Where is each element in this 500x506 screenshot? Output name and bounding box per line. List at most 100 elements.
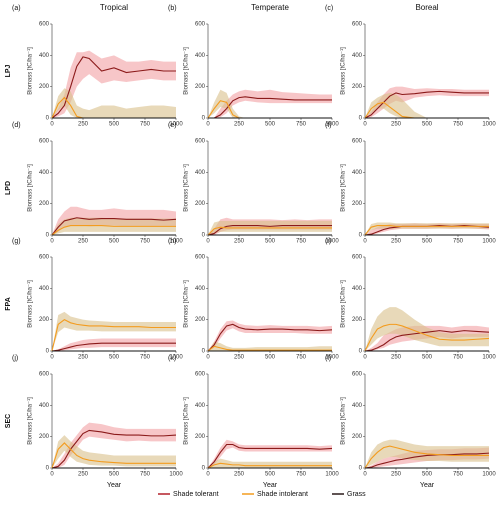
x-tick-label: 250 [391, 239, 402, 245]
panel: (i) Biomass [tC/ha⁻¹] 0 200 400 600 0 250 500 750… [325, 238, 496, 361]
y-tick-label: 400 [39, 170, 50, 176]
y-tick-label: 200 [352, 434, 363, 440]
y-tick-label: 600 [195, 139, 206, 145]
row-title: FPA [5, 297, 12, 310]
y-tick-label: 200 [352, 317, 363, 323]
y-tick-label: 400 [39, 403, 50, 409]
panel: (d) Biomass [tC/ha⁻¹] 0 200 400 600 0 250 500 750… [12, 122, 183, 245]
x-tick-label: 1000 [482, 122, 496, 128]
x-tick-label: 500 [265, 355, 276, 361]
x-tick-label: 250 [391, 122, 402, 128]
x-tick-label: 0 [206, 122, 210, 128]
series-line [364, 323, 490, 352]
uncertainty-band [208, 89, 332, 118]
row-title: LPD [5, 181, 12, 195]
y-tick-label: 0 [46, 116, 50, 122]
y-tick-label: 400 [195, 286, 206, 292]
x-tick-label: 500 [422, 355, 433, 361]
uncertainty-band [52, 311, 176, 351]
y-tick-label: 0 [359, 349, 363, 355]
y-tick-label: 400 [352, 286, 363, 292]
series-line [364, 225, 489, 236]
y-tick-label: 400 [195, 403, 206, 409]
x-tick-label: 250 [234, 355, 245, 361]
x-tick-label: 250 [78, 355, 89, 361]
series-line [51, 217, 177, 236]
panel: (g) Biomass [tC/ha⁻¹] 0 200 400 600 0 250 500 750… [12, 238, 183, 361]
x-tick-label: 500 [265, 239, 276, 245]
column-title: Tropical [100, 3, 128, 12]
panel: (j) Biomass [tC/ha⁻¹] Year 0 200 400 600 0 250 50… [12, 355, 183, 489]
y-tick-label: 0 [46, 349, 50, 355]
x-tick-label: 250 [78, 122, 89, 128]
y-tick-label: 400 [352, 403, 363, 409]
panel-label: (h) [168, 238, 177, 245]
x-axis-label: Year [420, 482, 435, 489]
y-tick-label: 600 [352, 255, 363, 261]
series-line [207, 462, 332, 469]
uncertainty-band [365, 222, 489, 235]
x-tick-label: 750 [296, 239, 307, 245]
uncertainty-band [208, 320, 332, 351]
x-tick-label: 500 [422, 122, 433, 128]
series-line [207, 225, 332, 236]
panel: (k) Biomass [tC/ha⁻¹] Year 0 200 400 600 0 250 50… [168, 355, 339, 489]
y-tick-label: 600 [39, 22, 50, 28]
column-title: Temperate [251, 3, 289, 12]
panel: (f) Biomass [tC/ha⁻¹] 0 200 400 600 0 250 500 750… [325, 122, 496, 245]
y-axis-label: Biomass [tC/ha⁻¹] [341, 397, 347, 445]
y-tick-label: 400 [352, 53, 363, 59]
uncertainty-band [52, 338, 176, 351]
x-tick-label: 750 [453, 122, 464, 128]
x-tick-label: 750 [453, 355, 464, 361]
y-axis-label: Biomass [tC/ha⁻¹] [184, 47, 190, 95]
series-line [364, 445, 489, 469]
x-tick-label: 0 [50, 355, 54, 361]
y-tick-label: 400 [352, 170, 363, 176]
uncertainty-band [208, 458, 332, 468]
uncertainty-band [52, 435, 176, 468]
y-tick-label: 200 [195, 317, 206, 323]
row-title: SEC [5, 414, 12, 428]
x-tick-label: 250 [391, 355, 402, 361]
uncertainty-band [52, 50, 176, 119]
x-tick-label: 500 [422, 239, 433, 245]
y-tick-label: 200 [195, 434, 206, 440]
y-tick-label: 400 [39, 286, 50, 292]
x-tick-label: 750 [140, 355, 151, 361]
y-tick-label: 600 [352, 22, 363, 28]
y-tick-label: 200 [352, 84, 363, 90]
panel-label: (b) [168, 5, 177, 12]
y-tick-label: 0 [359, 466, 363, 472]
panel: (e) Biomass [tC/ha⁻¹] 0 200 400 600 0 250 500 750… [168, 122, 339, 245]
legend-label: Grass [347, 491, 366, 498]
x-tick-label: 500 [422, 472, 433, 478]
panel-label: (a) [12, 5, 21, 12]
x-tick-label: 750 [296, 122, 307, 128]
y-tick-label: 600 [352, 372, 363, 378]
y-tick-label: 200 [352, 201, 363, 207]
y-axis-label: Biomass [tC/ha⁻¹] [184, 164, 190, 212]
series-line [208, 96, 332, 119]
series-line [51, 342, 176, 352]
y-tick-label: 0 [359, 233, 363, 239]
x-tick-label: 250 [234, 239, 245, 245]
legend-label: Shade tolerant [173, 491, 219, 498]
y-tick-label: 0 [202, 349, 206, 355]
y-tick-label: 600 [195, 22, 206, 28]
x-tick-label: 0 [206, 239, 210, 245]
x-tick-label: 1000 [169, 355, 183, 361]
x-tick-label: 0 [363, 472, 367, 478]
panel-label: (f) [325, 122, 332, 129]
x-tick-label: 0 [206, 355, 210, 361]
panel: (a) Biomass [tC/ha⁻¹] 0 200 400 600 0 250 500 750… [12, 5, 183, 128]
panel-label: (j) [12, 355, 18, 362]
x-tick-label: 0 [50, 472, 54, 478]
y-axis-label: Biomass [tC/ha⁻¹] [28, 397, 34, 445]
series-line [51, 429, 177, 469]
x-tick-label: 0 [363, 239, 367, 245]
x-tick-label: 500 [109, 355, 120, 361]
y-tick-label: 200 [39, 434, 50, 440]
y-tick-label: 600 [39, 255, 50, 261]
